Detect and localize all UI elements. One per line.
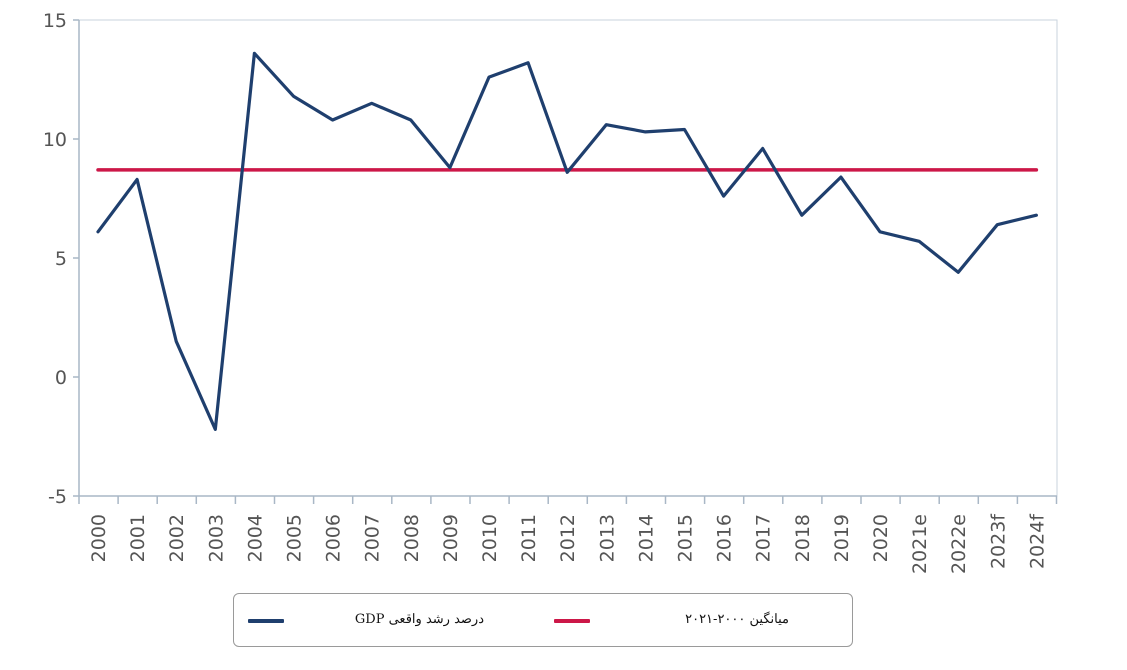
x-tick-label: 2009	[440, 514, 462, 562]
x-tick-label: 2006	[323, 514, 345, 562]
x-tick-label: 2000	[88, 514, 110, 562]
x-tick-label: 2022e	[948, 514, 970, 574]
y-tick-label: 10	[43, 129, 67, 151]
legend: درصد رشد واقعی GDP میانگین ۲۰۰۰-۲۰۲۱	[233, 593, 853, 647]
x-tick-label: 2012	[557, 514, 579, 562]
x-tick-label: 2015	[675, 514, 697, 562]
x-tick-label: 2010	[479, 514, 501, 562]
x-tick-label: 2011	[518, 514, 540, 562]
x-axis: 2000 2001 2002 2003 2004 2005 2006 2007 2008 2009…	[78, 495, 1058, 574]
x-tick-label: 2023f	[987, 513, 1009, 569]
x-tick-label: 2017	[753, 514, 775, 562]
legend-item-average	[554, 594, 590, 648]
y-tick-label: 15	[43, 10, 67, 32]
x-tick-label: 2013	[596, 514, 618, 562]
x-tick-label: 2021e	[909, 514, 931, 574]
x-tick-label: 2002	[166, 514, 188, 562]
legend-label-average: میانگین ۲۰۰۰-۲۰۲۱	[685, 612, 789, 627]
series-layer	[96, 51, 1039, 431]
x-tick-label: 2024f	[1026, 513, 1048, 569]
x-tick-label: 2018	[792, 514, 814, 562]
x-tick-label: 2016	[714, 514, 736, 562]
x-tick-label: 2001	[127, 514, 149, 562]
plot-area	[78, 19, 1058, 497]
y-tick-label: 0	[55, 367, 67, 389]
legend-label-gdp: درصد رشد واقعی GDP	[354, 612, 484, 627]
x-tick-label: 2005	[284, 514, 306, 562]
y-tick-label: -5	[48, 486, 67, 508]
legend-swatch-gdp	[248, 619, 284, 623]
x-tick-label: 2008	[401, 514, 423, 562]
x-tick-label: 2019	[831, 514, 853, 562]
y-tick-label: 5	[55, 248, 67, 270]
x-tick-label: 2007	[362, 514, 384, 562]
legend-item-gdp	[248, 594, 284, 648]
x-tick-label: 2003	[205, 514, 227, 562]
x-tick-label: 2020	[870, 514, 892, 562]
x-tick-label: 2004	[244, 514, 266, 562]
series-line-gdp	[96, 51, 1039, 431]
legend-swatch-average	[554, 619, 590, 623]
y-axis: 15 10 5 0 -5	[43, 10, 80, 508]
x-tick-label: 2014	[635, 514, 657, 562]
